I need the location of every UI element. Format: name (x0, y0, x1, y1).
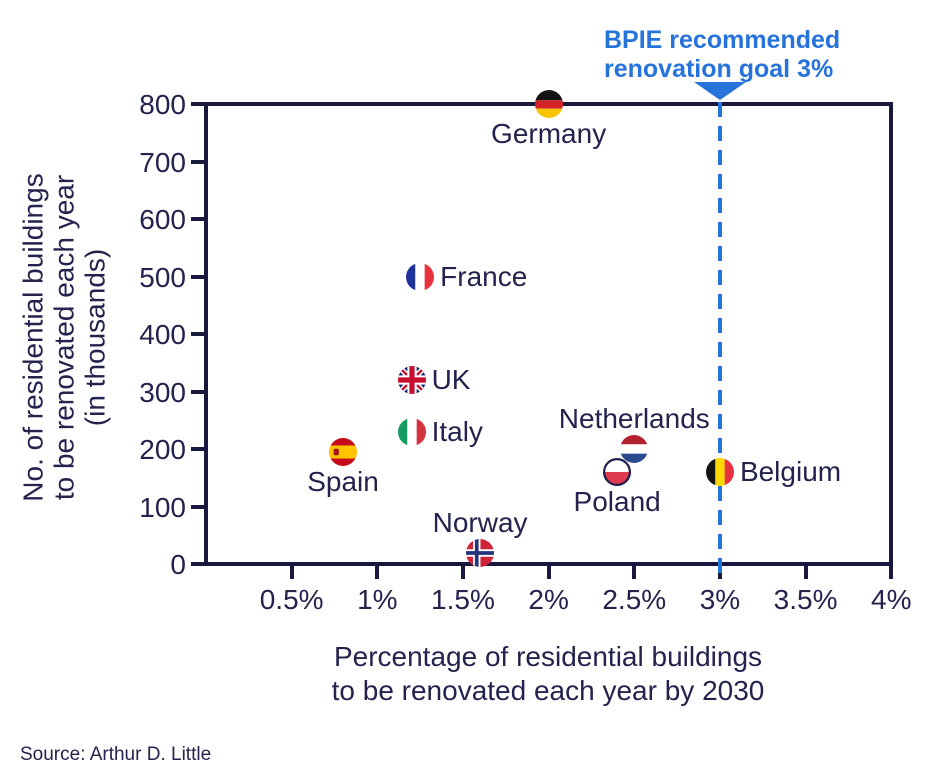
x-tick-label-4%: 4% (871, 584, 912, 615)
uk-flag-icon (397, 366, 426, 394)
x-tick-1.5% (460, 566, 465, 579)
x-tick-2.5% (632, 566, 637, 579)
point-label-italy: Italy (431, 415, 483, 447)
data-point-germany (534, 90, 563, 118)
y-tick-200 (191, 447, 204, 451)
y-tick-label-200: 200 (139, 434, 186, 465)
x-tick-label-2.5%: 2.5% (602, 584, 667, 615)
y-tick-label-400: 400 (139, 319, 186, 350)
belgium-flag-icon (705, 458, 734, 486)
x-tick-label-2%: 2% (528, 584, 569, 615)
y-tick-400 (191, 332, 204, 336)
y-tick-label-0: 0 (170, 549, 186, 580)
x-tick-label-0.5%: 0.5% (259, 584, 324, 615)
point-label-spain: Spain (307, 465, 379, 497)
point-label-belgium: Belgium (739, 456, 842, 487)
y-tick-label-100: 100 (139, 491, 186, 523)
y-tick-100 (191, 504, 204, 509)
y-tick-600 (191, 217, 204, 221)
y-tick-label-800: 800 (139, 89, 186, 120)
reference-annotation: BPIE recommended renovation goal 3% (604, 26, 840, 84)
x-tick-label-3%: 3% (699, 584, 741, 615)
x-axis-title-line1: Percentage of residential buildings (333, 641, 763, 672)
x-axis-title: Percentage of residential buildings to b… (248, 640, 848, 708)
data-point-france (406, 262, 435, 291)
source-note: Source: Arthur D. Little (20, 744, 212, 765)
norway-flag-icon (466, 538, 495, 567)
x-tick-label-1%: 1% (357, 584, 398, 615)
point-label-netherlands: Netherlands (558, 403, 710, 434)
x-tick-0.5% (289, 566, 294, 579)
poland-flag-icon (603, 458, 632, 486)
reference-dashed-line (717, 102, 722, 580)
y-axis-title-line2: to be renovated each year (48, 174, 80, 501)
data-point-belgium (705, 458, 734, 486)
data-point-uk (397, 366, 426, 394)
point-label-uk: UK (431, 364, 471, 395)
point-label-germany: Germany (491, 118, 607, 149)
triangle-down-icon (693, 82, 746, 100)
y-tick-0 (191, 562, 204, 566)
y-axis-title: No. of residential buildings to be renov… (18, 118, 111, 558)
data-point-spain (329, 437, 358, 466)
y-tick-500 (191, 274, 204, 279)
y-tick-700 (191, 159, 204, 164)
x-tick-label-1.5%: 1.5% (431, 584, 495, 615)
y-tick-label-600: 600 (139, 204, 186, 235)
netherlands-flag-icon (620, 435, 649, 463)
y-axis-title-line1: No. of residential buildings (17, 173, 49, 502)
france-flag-icon (406, 262, 435, 291)
point-label-poland: Poland (573, 486, 661, 517)
x-tick-label-3.5%: 3.5% (773, 584, 838, 615)
y-tick-label-700: 700 (139, 146, 186, 178)
x-tick-3.5% (803, 566, 808, 579)
spain-flag-icon (329, 437, 358, 466)
point-label-france: France (440, 260, 528, 292)
y-tick-label-300: 300 (139, 376, 186, 408)
y-tick-800 (191, 102, 204, 106)
annotation-line1: BPIE recommended (604, 26, 841, 54)
data-point-netherlands (620, 435, 649, 463)
data-point-poland (603, 458, 632, 486)
germany-flag-icon (534, 90, 563, 118)
annotation-line2: renovation goal 3% (604, 55, 834, 83)
x-tick-2% (546, 566, 551, 579)
data-point-norway (466, 538, 495, 567)
y-axis-title-line3: (in thousands) (79, 248, 111, 427)
x-tick-1% (375, 566, 380, 579)
x-tick-4% (889, 566, 894, 579)
y-tick-label-500: 500 (139, 261, 186, 293)
italy-flag-icon (397, 417, 426, 446)
data-point-italy (397, 417, 426, 446)
point-label-norway: Norway (432, 506, 528, 538)
x-axis-title-line2: to be renovated each year by 2030 (331, 675, 765, 706)
y-tick-300 (191, 389, 204, 394)
